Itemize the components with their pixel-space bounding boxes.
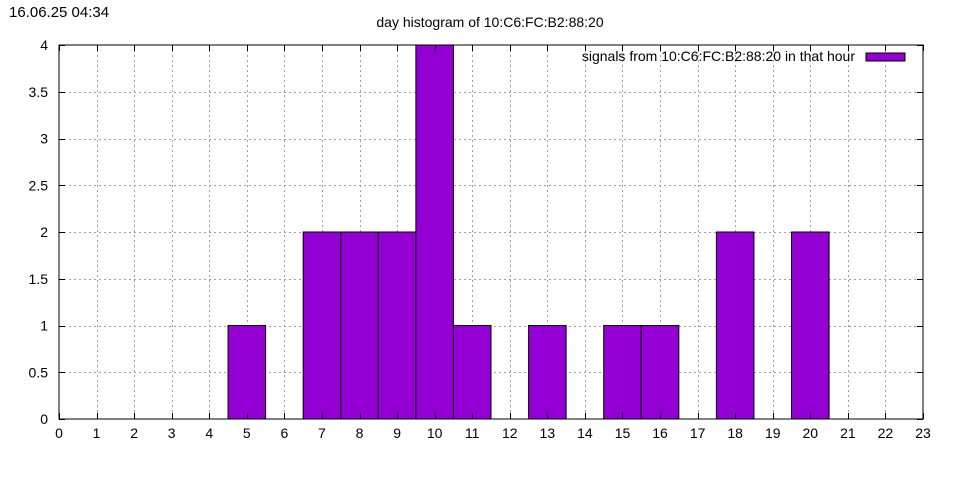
x-tick-label: 13 xyxy=(540,425,556,441)
x-tick-label: 15 xyxy=(615,425,631,441)
x-tick-label: 9 xyxy=(393,425,401,441)
bar-hour-10 xyxy=(415,44,454,420)
bar-hour-18 xyxy=(715,231,755,420)
chart-title: day histogram of 10:C6:FC:B2:88:20 xyxy=(376,14,603,30)
y-tick-label: 3.5 xyxy=(29,84,49,100)
x-tick-label: 6 xyxy=(280,425,288,441)
legend: signals from 10:C6:FC:B2:88:20 in that h… xyxy=(582,48,906,64)
x-tick-label: 3 xyxy=(168,425,176,441)
bar-hour-7 xyxy=(302,231,342,420)
x-tick-label: 8 xyxy=(356,425,364,441)
x-tick-label: 22 xyxy=(878,425,894,441)
y-tick-label: 0 xyxy=(40,411,48,427)
y-tick-label: 3 xyxy=(40,131,48,147)
y-tick-label: 2.5 xyxy=(29,177,49,193)
x-tick-label: 1 xyxy=(93,425,101,441)
x-tick-labels: 0 1 2 3 4 5 6 7 8 9 10 11 12 13 14 15 16 17 18 19 20 21 22 23 xyxy=(55,425,931,441)
y-tick-label: 1 xyxy=(40,318,48,334)
x-tick-label: 16 xyxy=(652,425,668,441)
x-tick-label: 14 xyxy=(577,425,593,441)
x-tick-label: 17 xyxy=(690,425,706,441)
x-tick-label: 21 xyxy=(840,425,856,441)
y-tick-label: 2 xyxy=(40,224,48,240)
x-tick-label: 4 xyxy=(205,425,213,441)
bar-hour-15 xyxy=(603,325,642,420)
x-tick-label: 5 xyxy=(243,425,251,441)
y-tick-label: 4 xyxy=(40,37,48,53)
bar-hour-11 xyxy=(452,325,492,420)
x-tick-label: 19 xyxy=(765,425,781,441)
legend-label: signals from 10:C6:FC:B2:88:20 in that h… xyxy=(582,48,855,64)
bar-hour-20 xyxy=(791,231,830,420)
bars-group xyxy=(227,44,830,420)
y-tick-label: 0.5 xyxy=(29,364,49,380)
y-tick-labels: 0 0.5 1 1.5 2 2.5 3 3.5 4 xyxy=(29,37,49,427)
x-tick-label: 23 xyxy=(915,425,931,441)
x-tick-label: 12 xyxy=(502,425,518,441)
bar-hour-16 xyxy=(640,325,680,420)
tick-marks xyxy=(59,45,924,420)
x-tick-label: 10 xyxy=(427,425,443,441)
bar-hour-9 xyxy=(377,231,417,420)
x-tick-label: 18 xyxy=(727,425,743,441)
bar-hour-5 xyxy=(227,325,267,420)
legend-swatch xyxy=(865,52,906,62)
bar-hour-13 xyxy=(528,325,567,420)
x-tick-label: 11 xyxy=(465,425,480,441)
x-tick-label: 20 xyxy=(803,425,819,441)
x-tick-label: 0 xyxy=(55,425,63,441)
x-tick-label: 7 xyxy=(318,425,326,441)
bar-hour-8 xyxy=(340,231,379,420)
x-tick-label: 2 xyxy=(130,425,138,441)
timestamp-label: 16.06.25 04:34 xyxy=(9,4,110,21)
y-tick-label: 1.5 xyxy=(29,271,49,287)
